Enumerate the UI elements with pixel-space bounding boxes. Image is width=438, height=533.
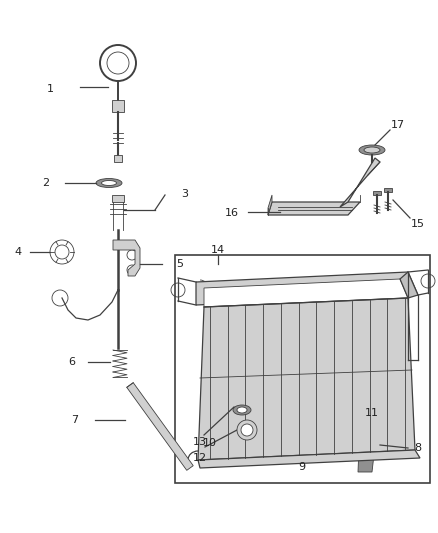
Text: 5: 5 — [177, 259, 184, 269]
Ellipse shape — [276, 459, 288, 464]
Polygon shape — [112, 195, 124, 202]
Text: 14: 14 — [211, 245, 225, 255]
Polygon shape — [196, 272, 418, 305]
Polygon shape — [198, 450, 420, 468]
Text: 2: 2 — [42, 178, 49, 188]
Ellipse shape — [102, 181, 117, 185]
Polygon shape — [114, 155, 122, 162]
Text: 7: 7 — [71, 415, 78, 425]
Polygon shape — [373, 191, 381, 195]
Polygon shape — [127, 383, 193, 470]
Text: 6: 6 — [68, 357, 75, 367]
Polygon shape — [113, 240, 140, 276]
Text: 17: 17 — [391, 120, 405, 130]
Polygon shape — [112, 100, 124, 112]
Text: 15: 15 — [411, 219, 425, 229]
Ellipse shape — [364, 147, 380, 153]
Polygon shape — [268, 202, 360, 215]
Polygon shape — [358, 420, 378, 472]
Circle shape — [241, 424, 253, 436]
Text: 16: 16 — [225, 208, 239, 218]
Polygon shape — [198, 298, 415, 460]
Text: 9: 9 — [298, 462, 306, 472]
Polygon shape — [384, 188, 392, 192]
Text: 1: 1 — [46, 84, 53, 94]
Ellipse shape — [250, 435, 257, 451]
Polygon shape — [340, 158, 380, 207]
Circle shape — [237, 420, 257, 440]
Ellipse shape — [237, 407, 247, 413]
Ellipse shape — [184, 461, 196, 475]
Ellipse shape — [359, 145, 385, 155]
Text: 4: 4 — [14, 247, 21, 257]
Text: 3: 3 — [181, 189, 188, 199]
Polygon shape — [362, 410, 368, 420]
Polygon shape — [315, 412, 325, 418]
Polygon shape — [400, 272, 418, 298]
Text: 12: 12 — [193, 453, 207, 463]
Ellipse shape — [272, 458, 292, 466]
Polygon shape — [204, 279, 408, 307]
Ellipse shape — [233, 405, 251, 415]
Polygon shape — [268, 195, 272, 215]
Bar — [175, 255, 430, 483]
Text: 11: 11 — [365, 408, 379, 418]
Text: 10: 10 — [203, 438, 217, 448]
Ellipse shape — [96, 179, 122, 188]
Text: 13: 13 — [193, 437, 207, 447]
Text: 8: 8 — [414, 443, 421, 453]
